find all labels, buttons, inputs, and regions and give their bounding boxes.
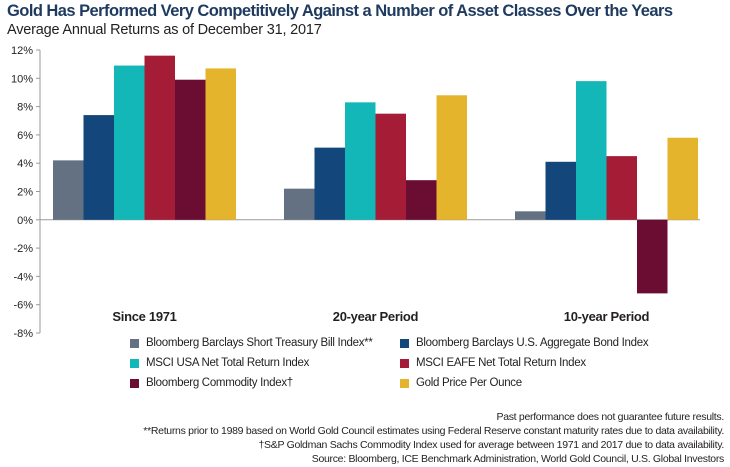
chart-title: Gold Has Performed Very Competitively Ag… (7, 2, 673, 20)
legend-swatch (130, 338, 139, 348)
bar (205, 68, 236, 220)
legend-label: Gold Price Per Ounce (416, 377, 522, 389)
bar (175, 79, 206, 220)
footnote-commodity-note: †S&P Goldman Sachs Commodity Index used … (258, 439, 725, 451)
bar (114, 65, 145, 220)
y-tick-label: 10% (11, 73, 33, 85)
y-tick-label: -8% (13, 328, 33, 340)
y-tick-label: -4% (13, 271, 33, 283)
legend-item: Bloomberg Barclays Short Treasury Bill I… (130, 337, 373, 349)
legend-item: Bloomberg Barclays U.S. Aggregate Bond I… (400, 337, 649, 349)
bar (284, 188, 315, 220)
bar (375, 113, 406, 220)
footnote-disclaimer: Past performance does not guarantee futu… (496, 411, 724, 423)
bar (545, 161, 576, 220)
bar (637, 219, 668, 294)
bar (515, 211, 546, 220)
legend-label: Bloomberg Barclays U.S. Aggregate Bond I… (416, 337, 649, 349)
legend-label: Bloomberg Barclays Short Treasury Bill I… (146, 337, 373, 349)
chart-subtitle: Average Annual Returns as of December 31… (7, 22, 322, 38)
legend-label: MSCI EAFE Net Total Return Index (416, 357, 586, 369)
y-tick-label: -2% (13, 243, 33, 255)
bar (406, 180, 437, 220)
y-tick-label: 6% (17, 130, 33, 142)
legend-item: MSCI USA Net Total Return Index (130, 357, 309, 369)
bar (83, 115, 114, 220)
footnotes: Past performance does not guarantee futu… (143, 410, 724, 466)
category-label: 10-year Period (564, 309, 650, 324)
bar (667, 137, 698, 220)
bar (606, 156, 637, 220)
bar (576, 81, 607, 220)
y-tick-label: 8% (17, 102, 33, 114)
legend-swatch (400, 338, 409, 348)
footnote-treasury-note: **Returns prior to 1989 based on World G… (143, 425, 724, 437)
legend-item: MSCI EAFE Net Total Return Index (400, 357, 586, 369)
legend-label: MSCI USA Net Total Return Index (146, 357, 310, 369)
legend-swatch (400, 378, 409, 388)
bar (436, 95, 467, 220)
bar-chart: 12% 10% 8% 6% 4% 2% 0% -2% -4% -6% -8% Since 1971 20… (11, 45, 700, 340)
legend-swatch (130, 378, 139, 388)
bar (345, 102, 376, 220)
legend-swatch (130, 358, 139, 368)
y-tick-label: 0% (17, 215, 33, 227)
y-tick-label: 12% (11, 45, 33, 57)
legend-swatch (400, 358, 409, 368)
bar (144, 55, 175, 220)
footnote-source: Source: Bloomberg, ICE Benchmark Adminis… (311, 453, 725, 465)
y-tick-label: 4% (17, 158, 33, 170)
bar (314, 147, 345, 220)
legend-label: Bloomberg Commodity Index† (146, 377, 293, 389)
category-label: Since 1971 (112, 309, 176, 324)
legend-item: Gold Price Per Ounce (400, 377, 522, 389)
y-tick-label: -6% (13, 300, 33, 312)
y-tick-label: 2% (17, 187, 33, 199)
category-label: 20-year Period (333, 309, 419, 324)
legend-item: Bloomberg Commodity Index† (130, 377, 293, 389)
bar (53, 160, 84, 220)
